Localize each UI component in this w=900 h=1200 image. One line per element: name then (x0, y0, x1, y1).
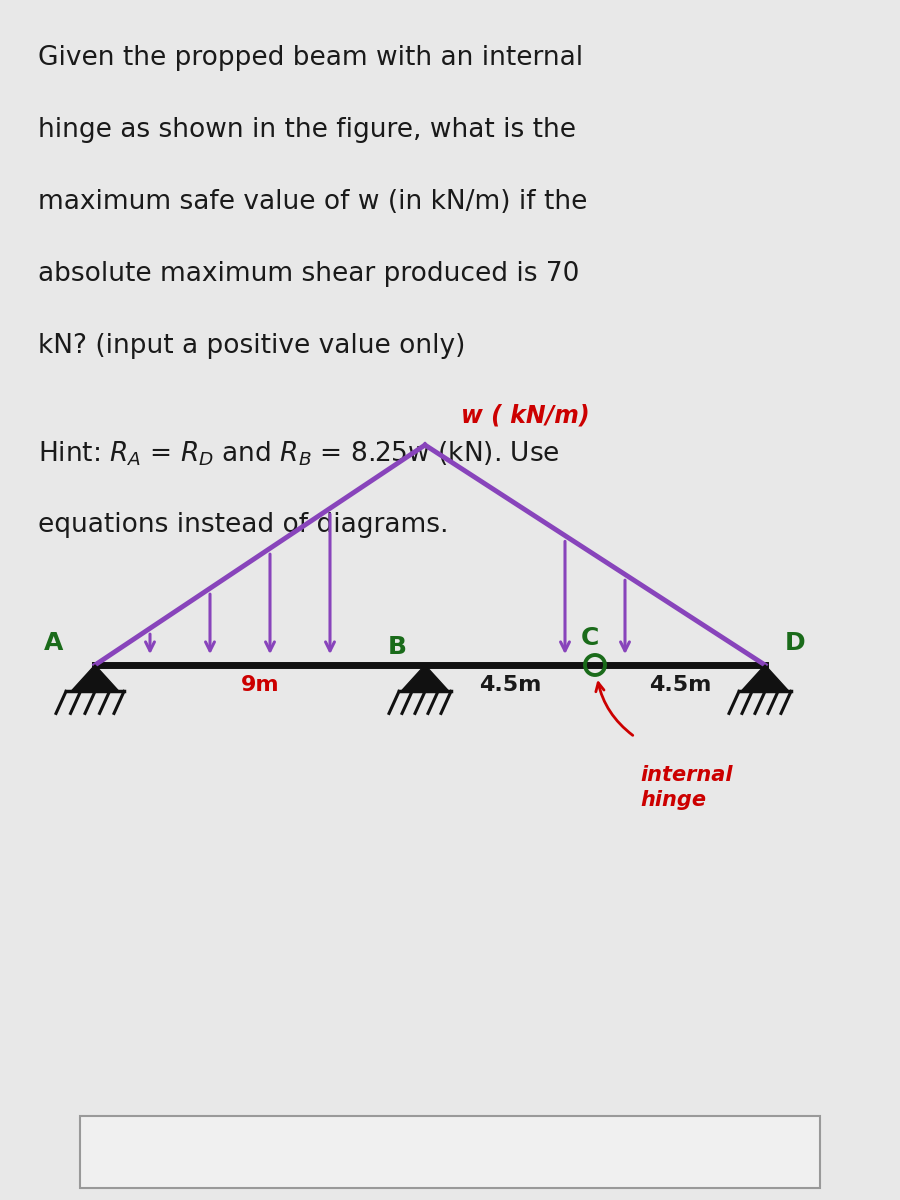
Text: A: A (43, 631, 63, 655)
Text: Given the propped beam with an internal: Given the propped beam with an internal (38, 44, 583, 71)
FancyBboxPatch shape (80, 1116, 820, 1188)
Text: w ( kN/m): w ( kN/m) (461, 403, 590, 427)
Text: maximum safe value of w (in kN/m) if the: maximum safe value of w (in kN/m) if the (38, 188, 588, 215)
Polygon shape (741, 665, 789, 691)
Text: equations instead of diagrams.: equations instead of diagrams. (38, 512, 448, 538)
Polygon shape (71, 665, 119, 691)
Text: Hint: $R_A$ = $R_D$ and $R_B$ = 8.25w (kN). Use: Hint: $R_A$ = $R_D$ and $R_B$ = 8.25w (k… (38, 440, 560, 468)
Text: B: B (388, 635, 407, 659)
Text: 4.5m: 4.5m (479, 674, 541, 695)
Text: kN? (input a positive value only): kN? (input a positive value only) (38, 332, 465, 359)
Text: C: C (580, 626, 599, 650)
Text: D: D (785, 631, 806, 655)
Polygon shape (401, 665, 449, 691)
Text: internal
hinge: internal hinge (640, 766, 733, 810)
Text: 4.5m: 4.5m (649, 674, 711, 695)
Text: hinge as shown in the figure, what is the: hinge as shown in the figure, what is th… (38, 116, 576, 143)
Text: 9m: 9m (240, 674, 279, 695)
Text: absolute maximum shear produced is 70: absolute maximum shear produced is 70 (38, 260, 580, 287)
